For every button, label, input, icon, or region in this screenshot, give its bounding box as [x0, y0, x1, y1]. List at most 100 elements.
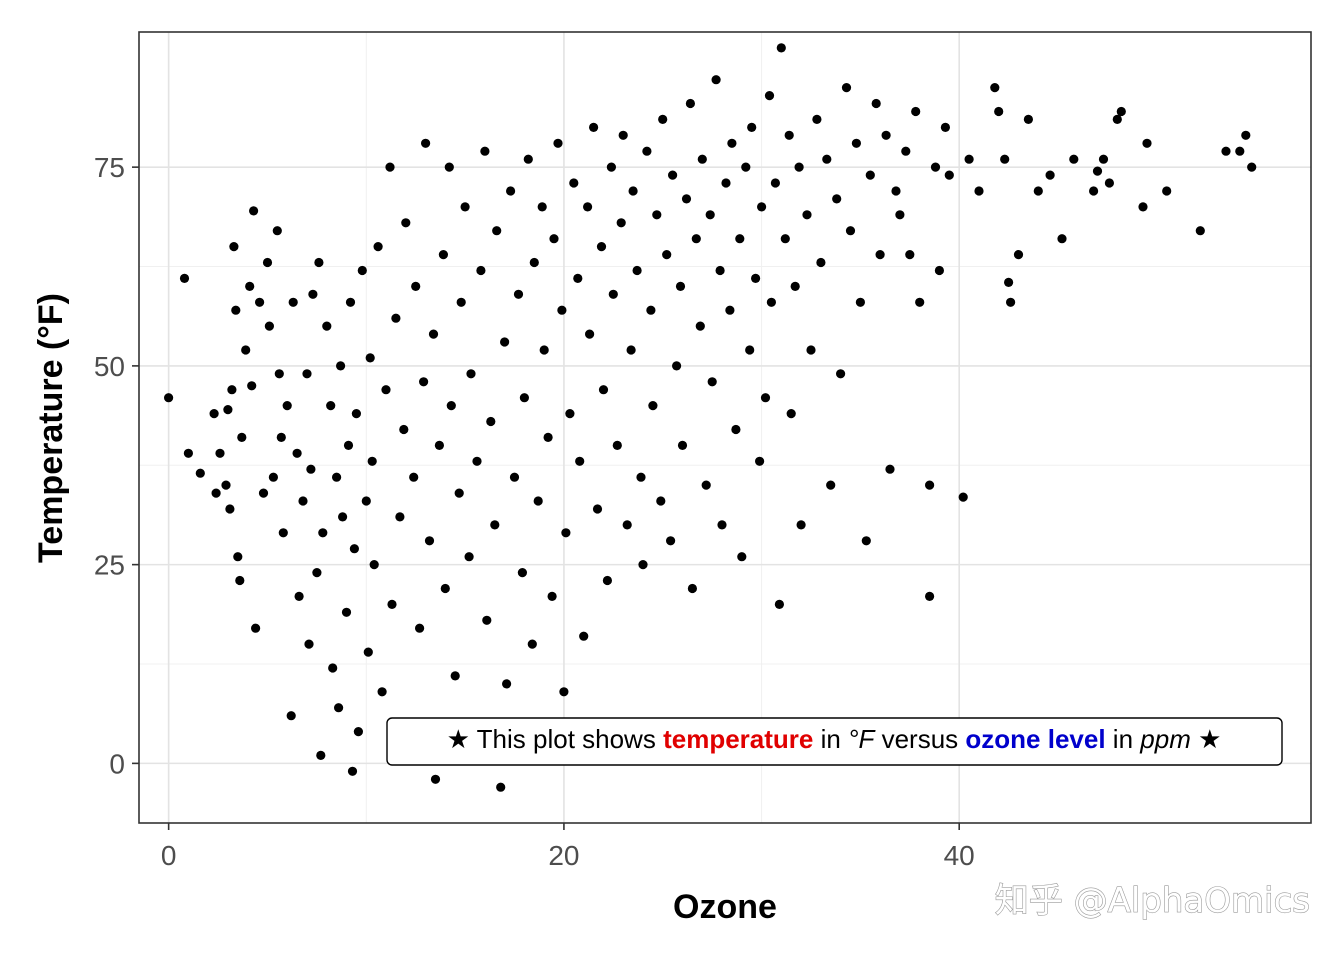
data-point [237, 432, 247, 442]
data-point [757, 202, 767, 212]
data-point [721, 178, 731, 188]
data-point [247, 381, 257, 391]
annotation-temperature: temperature [663, 724, 813, 754]
data-point [381, 385, 391, 395]
data-point [233, 552, 243, 562]
plot-panel-border [138, 31, 1312, 824]
data-point [638, 560, 648, 570]
data-point [519, 393, 530, 403]
data-point [573, 273, 583, 283]
data-point [930, 162, 941, 172]
data-point [735, 234, 745, 244]
y-tick-label: 0 [109, 748, 125, 779]
data-point [1241, 130, 1251, 140]
data-point [1247, 162, 1257, 172]
annotation-unit-ppm: ppm [1139, 724, 1191, 754]
data-point [387, 599, 397, 610]
data-point [648, 401, 658, 411]
data-point [895, 210, 905, 220]
data-point [925, 480, 935, 490]
data-point [851, 138, 862, 148]
annotation-part2: in [821, 724, 841, 754]
data-point [225, 504, 235, 514]
axis-ticks: 0 20 40 0 25 50 75 [94, 152, 975, 871]
data-point [229, 242, 239, 252]
data-point [338, 512, 348, 522]
data-point [796, 520, 806, 530]
data-point [717, 520, 727, 530]
data-point [288, 297, 298, 307]
data-point [990, 83, 1000, 93]
data-point [411, 281, 421, 291]
data-point [855, 297, 866, 307]
data-point [409, 472, 419, 482]
data-point [373, 242, 383, 252]
data-point [1069, 154, 1079, 164]
data-point [731, 424, 741, 435]
data-point [385, 162, 395, 172]
data-point [440, 583, 450, 594]
data-point [958, 492, 968, 502]
data-point [701, 480, 711, 490]
x-tick-label: 0 [161, 840, 177, 871]
annotation-part4: in [1113, 724, 1133, 754]
data-point [1142, 138, 1152, 148]
data-point [357, 265, 367, 276]
data-point [543, 432, 553, 442]
data-point [727, 138, 737, 148]
data-point [1138, 202, 1148, 212]
data-point [245, 281, 255, 291]
data-point [861, 536, 871, 546]
data-point [523, 154, 533, 164]
grid-lines [139, 32, 1311, 823]
data-point [802, 210, 812, 220]
data-point [745, 345, 755, 355]
data-point [231, 305, 241, 315]
data-point [1004, 277, 1014, 287]
data-point [1098, 154, 1109, 164]
data-point [415, 623, 425, 633]
data-point [351, 409, 361, 419]
data-point [268, 472, 278, 482]
data-point [312, 568, 322, 578]
data-point [1057, 234, 1067, 244]
data-point [794, 162, 804, 172]
data-point [241, 345, 251, 355]
data-point [691, 234, 701, 244]
data-point [974, 186, 984, 196]
data-point [1235, 146, 1245, 156]
data-point [774, 599, 785, 610]
data-point [812, 114, 822, 124]
data-point [994, 106, 1004, 117]
data-point [871, 98, 881, 109]
data-point [1221, 146, 1231, 156]
data-point [911, 106, 921, 117]
data-point [496, 782, 506, 792]
data-point [715, 265, 725, 276]
data-point [1045, 170, 1055, 180]
data-point [341, 607, 352, 617]
data-point [598, 385, 609, 395]
data-point [841, 83, 852, 93]
data-point [472, 456, 482, 466]
data-point [274, 369, 284, 379]
data-point [500, 337, 510, 347]
data-point [747, 122, 757, 132]
data-point [529, 257, 539, 268]
data-point [308, 289, 318, 299]
data-point [377, 687, 387, 697]
data-point [262, 257, 273, 268]
data-point [711, 75, 721, 85]
data-point [705, 210, 715, 220]
data-point [391, 313, 401, 323]
data-point [612, 440, 622, 450]
data-point [822, 154, 832, 164]
data-point [513, 289, 524, 299]
data-point [549, 234, 559, 244]
data-point [276, 432, 286, 442]
data-point [1112, 114, 1122, 124]
data-point [480, 146, 490, 156]
data-point [476, 265, 486, 276]
data-point [349, 544, 359, 554]
data-point [760, 393, 771, 403]
